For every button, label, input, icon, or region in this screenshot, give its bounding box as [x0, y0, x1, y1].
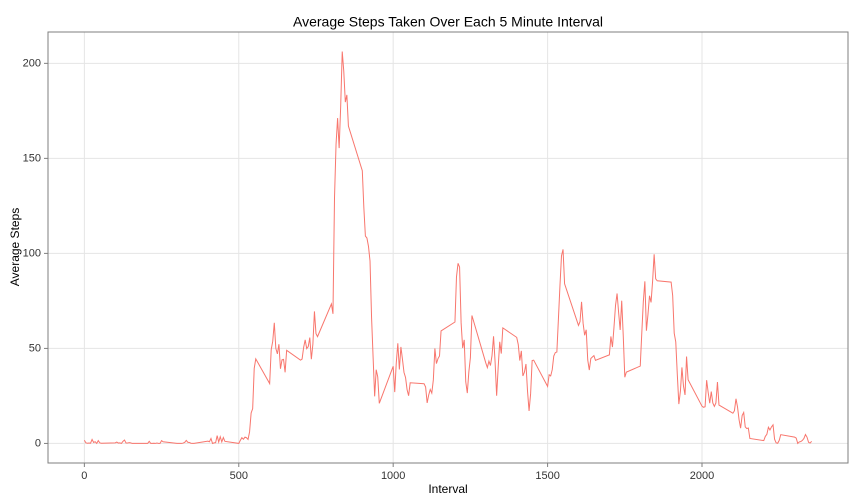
x-tick-label: 0	[81, 470, 87, 482]
y-tick-label: 100	[23, 247, 41, 259]
x-tick-label: 500	[230, 470, 248, 482]
data-line	[83, 51, 813, 445]
chart-title: Average Steps Taken Over Each 5 Minute I…	[293, 14, 603, 30]
plot-panel	[48, 32, 848, 463]
y-tick-label: 0	[35, 437, 41, 449]
x-tick-label: 1500	[535, 470, 559, 482]
y-tick-label: 50	[29, 342, 41, 354]
marks	[83, 51, 813, 445]
x-tick-label: 1000	[381, 470, 405, 482]
y-axis-title: Average Steps	[8, 208, 22, 287]
x-axis-title: Interval	[428, 482, 467, 496]
x-tick-label: 2000	[690, 470, 714, 482]
y-tick-label: 200	[23, 57, 41, 69]
panel-border	[47, 31, 849, 464]
grid	[48, 32, 848, 463]
y-tick-label: 150	[23, 152, 41, 164]
